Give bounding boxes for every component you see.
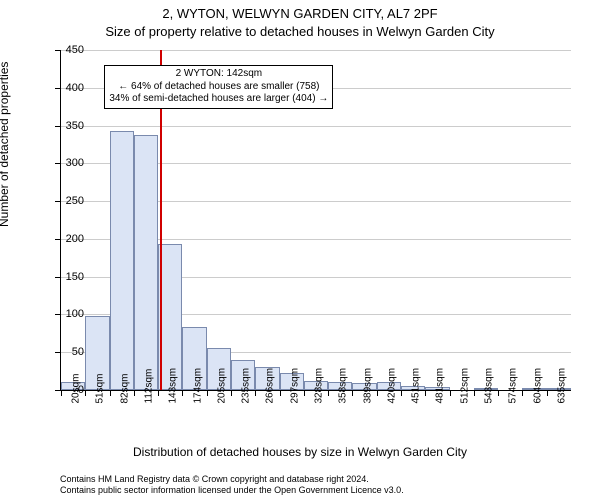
annotation-line: 2 WYTON: 142sqm <box>109 68 328 81</box>
y-tick-label: 250 <box>66 195 84 207</box>
y-tick <box>55 163 61 164</box>
y-tick-label: 400 <box>66 82 84 94</box>
footer-line1: Contains HM Land Registry data © Crown c… <box>60 474 404 485</box>
y-tick <box>55 277 61 278</box>
chart-container: 2, WYTON, WELWYN GARDEN CITY, AL7 2PF Si… <box>0 0 600 500</box>
chart-title-line2: Size of property relative to detached ho… <box>0 24 600 39</box>
annotation-line: 34% of semi-detached houses are larger (… <box>109 93 328 106</box>
x-tick <box>450 390 451 396</box>
x-tick <box>474 390 475 396</box>
y-tick-label: 150 <box>66 271 84 283</box>
y-tick <box>55 88 61 89</box>
y-tick <box>55 126 61 127</box>
x-tick <box>255 390 256 396</box>
x-tick <box>134 390 135 396</box>
histogram-bar <box>110 131 134 390</box>
x-tick <box>352 390 353 396</box>
x-tick <box>85 390 86 396</box>
x-tick <box>61 390 62 396</box>
y-tick-label: 100 <box>66 308 84 320</box>
annotation-line: ← 64% of detached houses are smaller (75… <box>109 81 328 94</box>
y-tick <box>55 239 61 240</box>
gridline <box>61 126 571 127</box>
y-tick <box>55 201 61 202</box>
x-tick <box>547 390 548 396</box>
y-tick-label: 200 <box>66 233 84 245</box>
chart-title-line1: 2, WYTON, WELWYN GARDEN CITY, AL7 2PF <box>0 6 600 21</box>
plot-area: 2 WYTON: 142sqm← 64% of detached houses … <box>60 50 571 391</box>
x-tick <box>280 390 281 396</box>
histogram-bar <box>134 135 158 390</box>
y-tick-label: 50 <box>72 346 84 358</box>
x-tick <box>328 390 329 396</box>
annotation-box: 2 WYTON: 142sqm← 64% of detached houses … <box>104 65 333 109</box>
y-tick <box>55 50 61 51</box>
y-tick <box>55 352 61 353</box>
x-tick <box>231 390 232 396</box>
x-tick <box>158 390 159 396</box>
y-tick-label: 350 <box>66 120 84 132</box>
x-tick <box>207 390 208 396</box>
x-tick <box>522 390 523 396</box>
y-axis-label: Number of detached properties <box>0 62 11 227</box>
x-tick <box>304 390 305 396</box>
gridline <box>61 50 571 51</box>
x-tick <box>498 390 499 396</box>
x-tick <box>377 390 378 396</box>
y-tick-label: 450 <box>66 44 84 56</box>
footer-line2: Contains public sector information licen… <box>60 485 404 496</box>
x-tick <box>110 390 111 396</box>
y-tick <box>55 314 61 315</box>
y-tick-label: 300 <box>66 157 84 169</box>
x-tick <box>182 390 183 396</box>
x-tick <box>401 390 402 396</box>
x-axis-label: Distribution of detached houses by size … <box>0 445 600 459</box>
chart-footer: Contains HM Land Registry data © Crown c… <box>60 474 404 496</box>
x-tick <box>425 390 426 396</box>
